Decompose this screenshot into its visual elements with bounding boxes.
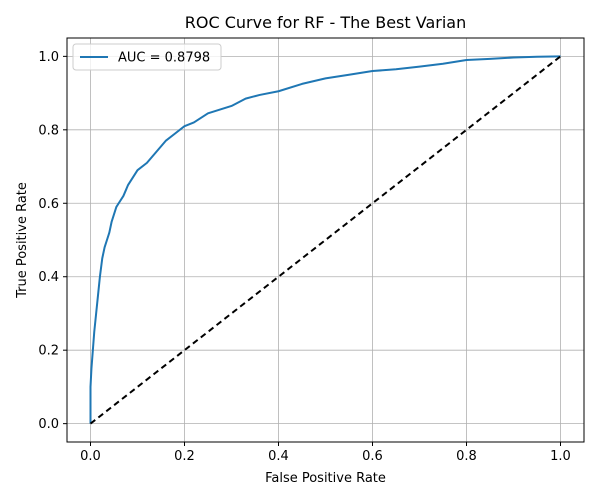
chart-title: ROC Curve for RF - The Best Varian [185,13,466,32]
y-tick-label: 0.8 [38,123,59,138]
x-tick-label: 0.6 [362,449,383,464]
y-tick-label: 0.2 [38,344,59,359]
legend-box [72,43,222,71]
roc-curve-line [89,55,561,424]
x-tick-label: 0.8 [456,449,477,464]
y-tick-label: 0.6 [38,197,59,212]
y-tick-label: 0.0 [38,417,59,432]
x-tick-label: 1.0 [550,449,571,464]
y-tick-label: 0.4 [38,270,59,285]
y-tick-label: 1.0 [38,50,59,65]
plot-frame [66,37,585,443]
axis-ticks: 0.0 0.2 0.4 0.6 0.8 1.0 0.0 0.2 0.4 0.6 0.8 1.0 [38,50,571,464]
x-axis-label: False Positive Rate [265,471,386,486]
x-tick-label: 0.4 [268,449,289,464]
legend: AUC = 0.8798 [72,43,222,71]
y-axis-label: True Positive Rate [15,182,30,299]
legend-label: AUC = 0.8798 [118,51,210,66]
x-tick-label: 0.2 [174,449,195,464]
series-layer [89,55,562,425]
x-tick-label: 0.0 [80,449,101,464]
